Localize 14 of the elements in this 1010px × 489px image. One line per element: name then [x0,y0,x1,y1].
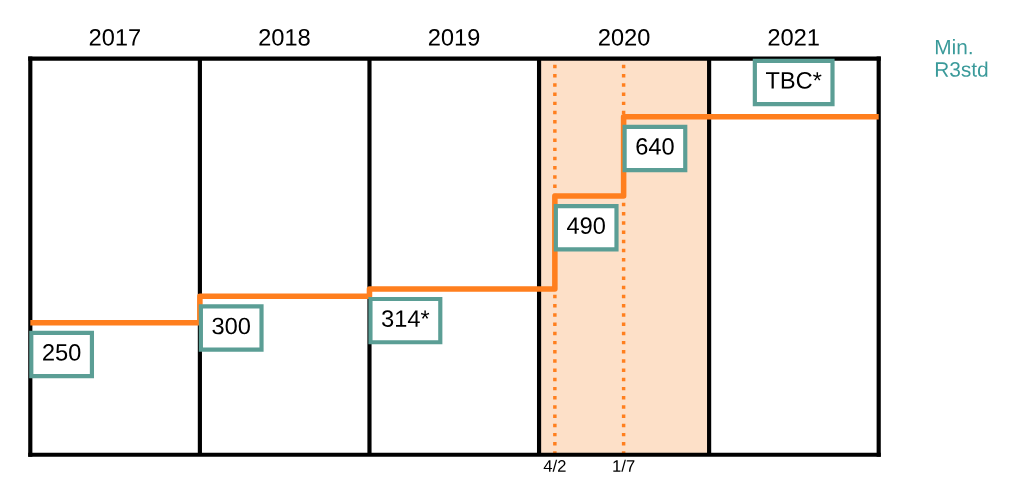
x2-tick-label: 2020 [599,28,650,46]
annotation: TBC* [766,72,822,89]
x2-tick-label: 2019 [428,28,480,46]
x2-tick-label: 2018 [259,28,310,46]
x-tick-label: 4/2 [543,459,566,472]
data-label: 250 [43,344,81,361]
x-tick-label: 1/7 [613,459,635,472]
x2-tick-label: 2017 [89,28,140,46]
data-label: 314* [381,310,430,327]
data-label: 640 [636,138,674,155]
x2-tick-label: 2021 [768,28,819,46]
y-axis-title: Min. R3std [935,39,988,77]
data-label: 490 [567,217,605,235]
data-label: 300 [212,317,250,335]
